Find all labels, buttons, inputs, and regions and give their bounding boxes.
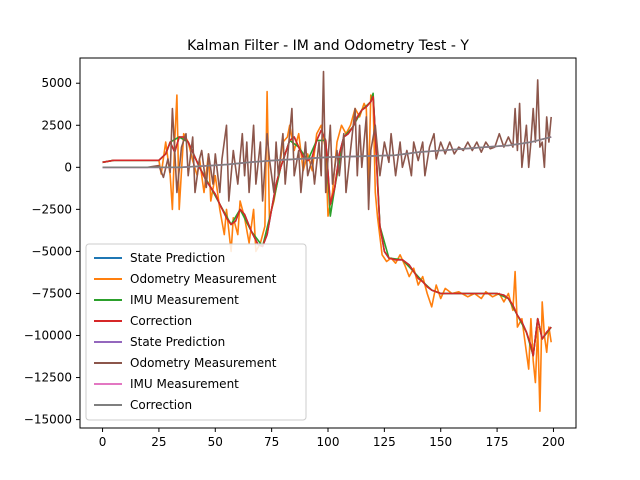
y-tick-label: 2500: [41, 118, 72, 132]
y-tick-label: −10000: [24, 329, 72, 343]
x-tick-label: 125: [373, 435, 396, 449]
y-tick-label: −7500: [31, 286, 72, 300]
x-tick-label: 150: [429, 435, 452, 449]
x-axis: 0 25 50 75 100 125 150 175 200: [99, 428, 565, 449]
y-tick-label: 5000: [41, 76, 72, 90]
chart-title: Kalman Filter - IM and Odometry Test - Y: [187, 38, 469, 54]
x-tick-label: 0: [99, 435, 107, 449]
legend-label-3: Correction: [130, 314, 192, 328]
y-tick-label: −2500: [31, 202, 72, 216]
x-tick-label: 50: [208, 435, 223, 449]
legend-label-7: Correction: [130, 398, 192, 412]
legend-label-5: Odometry Measurement: [130, 356, 277, 370]
y-tick-label: −5000: [31, 244, 72, 258]
x-tick-label: 175: [486, 435, 509, 449]
legend-label-1: Odometry Measurement: [130, 272, 277, 286]
x-tick-label: 75: [264, 435, 279, 449]
legend-label-2: IMU Measurement: [130, 293, 239, 307]
y-tick-label: −12500: [24, 371, 72, 385]
legend-label-0: State Prediction: [130, 251, 225, 265]
series-line-3: [102, 95, 552, 357]
x-tick-label: 25: [151, 435, 166, 449]
series-line-5: [102, 70, 552, 211]
legend: State Prediction Odometry Measurement IMU …: [85, 243, 307, 421]
legend-box: [85, 243, 307, 421]
legend-label-6: IMU Measurement: [130, 377, 239, 391]
legend-label-4: State Prediction: [130, 335, 225, 349]
y-tick-label: −15000: [24, 413, 72, 427]
y-tick-label: 0: [64, 160, 72, 174]
x-tick-label: 100: [317, 435, 340, 449]
x-tick-label: 200: [542, 435, 565, 449]
y-axis: 5000 2500 0 −2500 −5000 −7500 −10000 −12500 −150…: [24, 76, 80, 427]
series-layer: [102, 70, 552, 413]
series-line-7: [102, 136, 552, 169]
